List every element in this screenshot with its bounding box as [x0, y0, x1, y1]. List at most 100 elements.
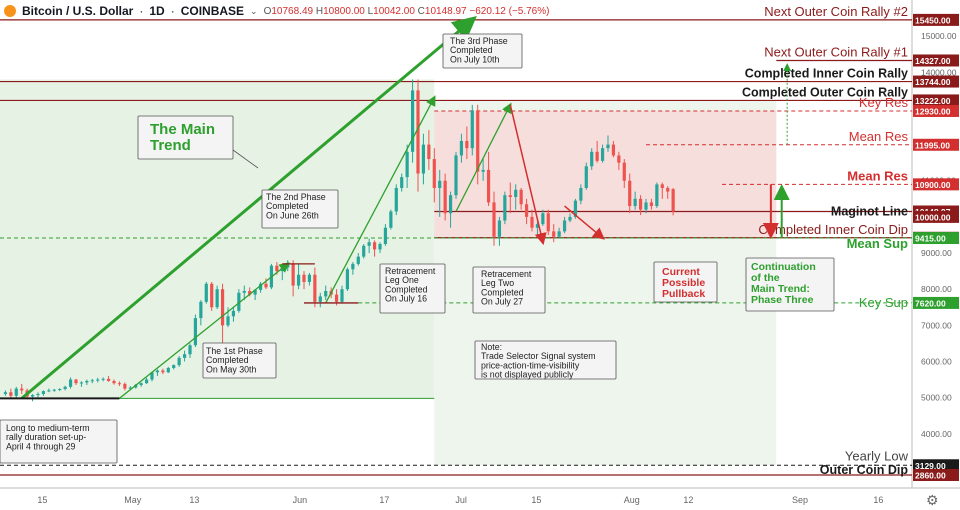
candle-body[interactable]: [524, 204, 529, 217]
candle-body[interactable]: [644, 202, 648, 210]
candle-body[interactable]: [389, 211, 393, 228]
candle-body[interactable]: [649, 202, 654, 207]
interval-label[interactable]: 1D: [149, 4, 165, 18]
chevron-down-icon[interactable]: ⌄: [250, 5, 258, 16]
candle-body[interactable]: [302, 274, 306, 282]
candle-body[interactable]: [275, 265, 279, 272]
candle-body[interactable]: [248, 290, 252, 295]
candle-body[interactable]: [334, 294, 339, 302]
candle-body[interactable]: [628, 180, 632, 207]
candle-body[interactable]: [74, 379, 78, 384]
candle-body[interactable]: [220, 289, 225, 326]
candle-body[interactable]: [486, 169, 491, 203]
candle-body[interactable]: [611, 144, 616, 156]
candle-body[interactable]: [481, 169, 485, 172]
candle-body[interactable]: [638, 198, 643, 210]
candle-body[interactable]: [63, 386, 67, 389]
candle-body[interactable]: [546, 213, 550, 232]
candle-body[interactable]: [470, 110, 474, 149]
candle-body[interactable]: [172, 365, 176, 368]
candle-body[interactable]: [307, 274, 312, 282]
candle-body[interactable]: [155, 370, 160, 373]
candle-body[interactable]: [117, 383, 122, 385]
candle-body[interactable]: [182, 354, 187, 358]
candle-body[interactable]: [79, 382, 84, 384]
candle-body[interactable]: [383, 227, 388, 244]
candle-body[interactable]: [584, 166, 588, 188]
candle-body[interactable]: [253, 289, 257, 295]
candle-body[interactable]: [367, 242, 371, 246]
candle-body[interactable]: [101, 378, 105, 380]
candle-body[interactable]: [427, 144, 431, 160]
candle-body[interactable]: [503, 195, 507, 221]
candle-body[interactable]: [226, 316, 230, 326]
candle-body[interactable]: [264, 283, 268, 288]
candle-body[interactable]: [345, 269, 350, 290]
candle-body[interactable]: [231, 310, 236, 317]
candle-body[interactable]: [438, 180, 442, 188]
candle-body[interactable]: [573, 200, 578, 217]
candle-body[interactable]: [476, 110, 480, 172]
candle-body[interactable]: [144, 379, 149, 384]
candle-body[interactable]: [85, 381, 89, 383]
candle-body[interactable]: [139, 383, 143, 385]
candle-body[interactable]: [36, 394, 40, 396]
candle-body[interactable]: [405, 151, 409, 178]
candle-body[interactable]: [622, 162, 626, 181]
candle-body[interactable]: [356, 256, 360, 264]
candle-body[interactable]: [123, 383, 127, 389]
candle-body[interactable]: [535, 224, 540, 228]
candle-body[interactable]: [204, 283, 208, 302]
candle-body[interactable]: [340, 289, 344, 302]
candle-body[interactable]: [318, 296, 322, 302]
candle-body[interactable]: [96, 379, 100, 381]
candle-body[interactable]: [541, 213, 545, 225]
candle-body[interactable]: [258, 283, 263, 290]
candle-body[interactable]: [443, 180, 447, 214]
candle-body[interactable]: [20, 388, 24, 391]
candle-body[interactable]: [562, 220, 567, 232]
candle-body[interactable]: [362, 245, 366, 257]
candle-body[interactable]: [313, 274, 317, 302]
candle-body[interactable]: [633, 198, 637, 207]
candle-body[interactable]: [606, 144, 610, 149]
candle-body[interactable]: [199, 301, 203, 319]
symbol-name[interactable]: Bitcoin / U.S. Dollar: [22, 4, 134, 18]
candle-body[interactable]: [655, 184, 659, 207]
candle-body[interactable]: [671, 189, 675, 212]
candle-body[interactable]: [568, 216, 572, 221]
candle-body[interactable]: [215, 289, 219, 308]
candle-body[interactable]: [459, 140, 464, 156]
candle-body[interactable]: [150, 372, 154, 380]
candle-body[interactable]: [595, 151, 599, 161]
candle-body[interactable]: [410, 90, 415, 152]
candle-body[interactable]: [177, 357, 181, 366]
candle-body[interactable]: [210, 283, 214, 308]
candle-body[interactable]: [557, 231, 561, 237]
candle-body[interactable]: [465, 140, 469, 149]
candle-body[interactable]: [52, 389, 56, 391]
candle-body[interactable]: [58, 388, 62, 390]
candle-body[interactable]: [90, 380, 94, 382]
candle-body[interactable]: [497, 220, 502, 237]
candle-body[interactable]: [454, 155, 458, 196]
candle-body[interactable]: [47, 390, 51, 392]
candle-body[interactable]: [193, 318, 198, 346]
candle-body[interactable]: [432, 159, 436, 188]
candle-body[interactable]: [134, 384, 138, 388]
candle-body[interactable]: [296, 274, 301, 286]
candle-body[interactable]: [237, 292, 241, 311]
candle-body[interactable]: [14, 388, 18, 396]
candle-body[interactable]: [30, 395, 35, 397]
candle-body[interactable]: [590, 151, 594, 167]
candle-body[interactable]: [351, 263, 355, 270]
candle-body[interactable]: [617, 155, 621, 163]
candle-body[interactable]: [9, 392, 13, 396]
candle-body[interactable]: [3, 392, 8, 395]
candle-body[interactable]: [448, 195, 453, 214]
candle-body[interactable]: [166, 367, 170, 373]
candle-body[interactable]: [372, 242, 377, 250]
candle-body[interactable]: [508, 195, 512, 198]
candle-body[interactable]: [416, 90, 420, 174]
